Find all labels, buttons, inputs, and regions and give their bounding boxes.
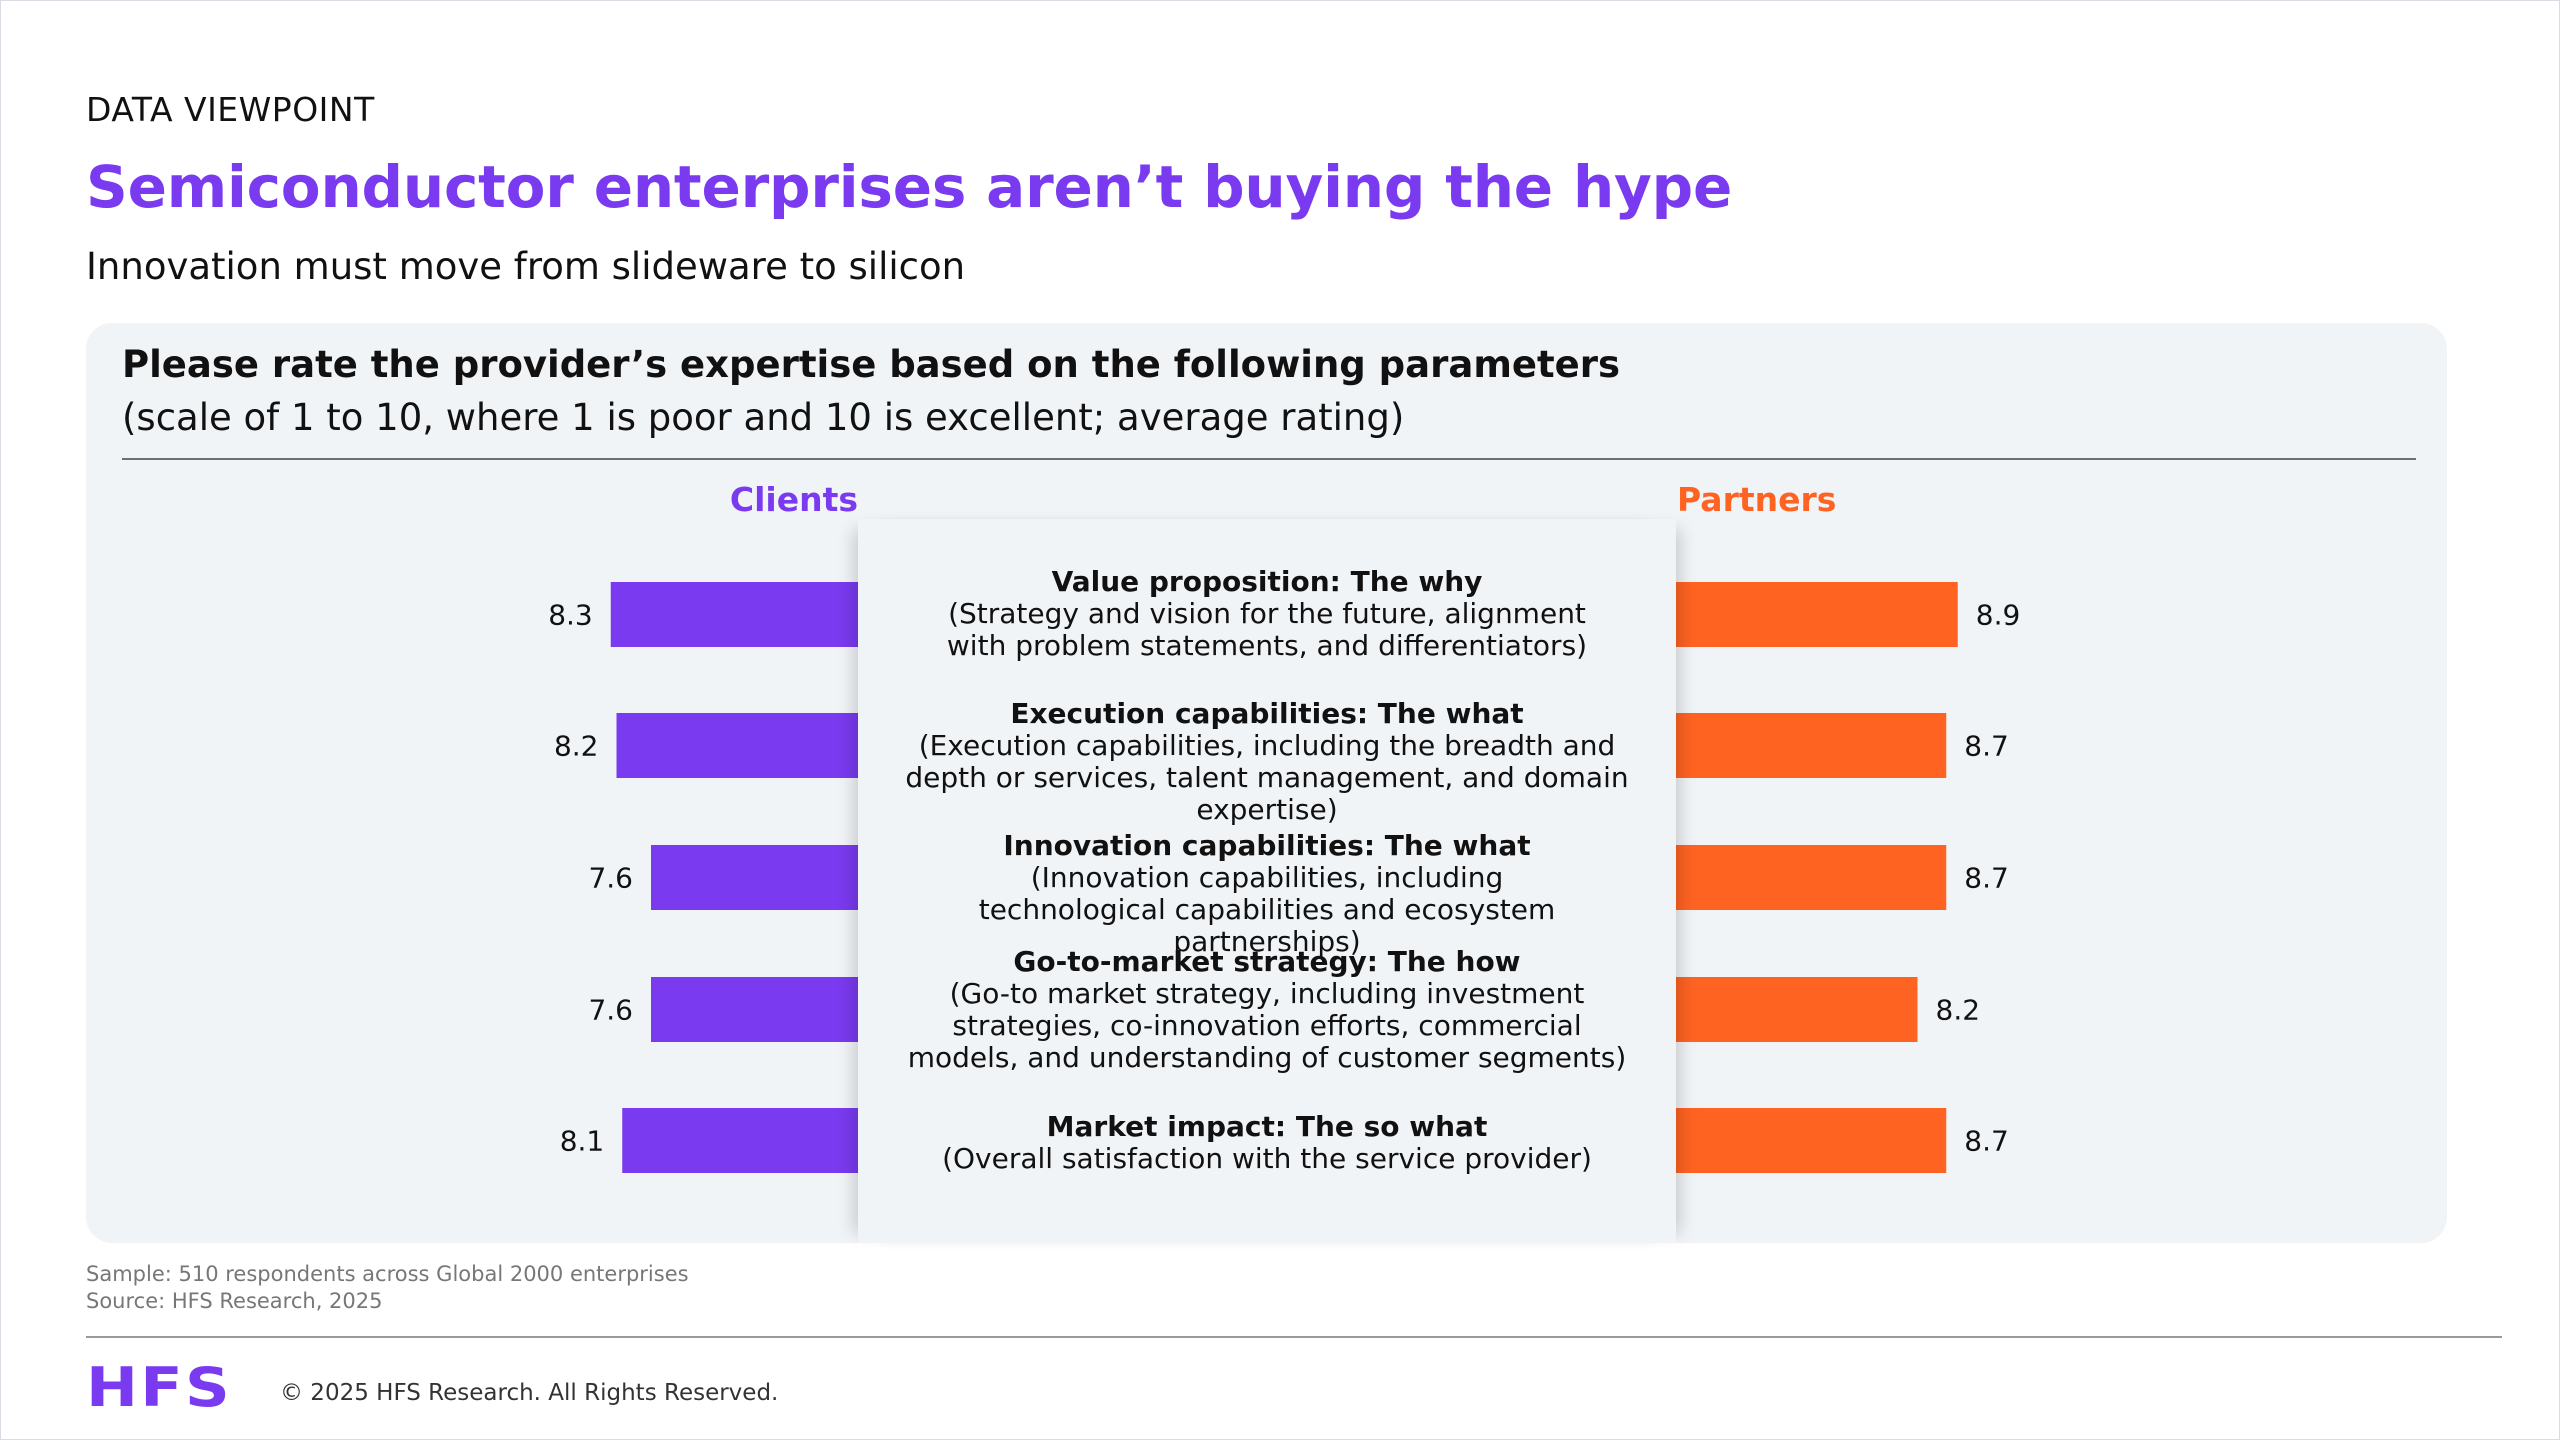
clients-bar-2 [616,713,858,778]
page-subtitle: Innovation must move from slideware to s… [86,245,966,288]
partners-bar-1 [1676,582,1958,647]
parameter-go-to-market: Go-to-market strategy: The how (Go-to ma… [858,946,1676,1074]
clients-bar-3 [651,845,858,910]
clients-bar-5 [622,1108,858,1173]
parameter-execution-capabilities: Execution capabilities: The what (Execut… [858,698,1676,826]
parameter-description: (Go-to market strategy, including invest… [907,977,1627,1074]
parameter-title: Innovation capabilities: The what [1003,829,1531,862]
clients-value-label-5: 8.1 [560,1125,605,1158]
parameter-description: (Execution capabilities, including the b… [905,729,1629,826]
eyebrow-label: DATA VIEWPOINT [86,90,375,129]
clients-value-label-3: 7.6 [588,862,633,895]
partners-value-label-2: 8.7 [1964,730,2009,763]
partners-bar-4 [1676,977,1918,1042]
clients-series-label: Clients [729,480,858,519]
partners-bar-2 [1676,713,1947,778]
hfs-logo: HFS [86,1356,233,1419]
chart-question: Please rate the provider’s expertise bas… [122,343,1621,386]
clients-bar-1 [610,582,858,647]
clients-value-label-4: 7.6 [588,994,633,1027]
parameter-description: (Innovation capabilities, including tech… [978,861,1556,958]
clients-value-label-2: 8.2 [554,730,599,763]
page-title: Semiconductor enterprises aren’t buying … [86,153,1733,221]
partners-bar-5 [1676,1108,1947,1173]
chart-scale-note: (scale of 1 to 10, where 1 is poor and 1… [122,396,1405,439]
partners-bar-3 [1676,845,1947,910]
copyright-text: © 2025 HFS Research. All Rights Reserved… [280,1380,779,1406]
parameter-title: Go-to-market strategy: The how [1013,945,1521,978]
parameter-description: (Strategy and vision for the future, ali… [946,597,1588,662]
partners-value-label-1: 8.9 [1976,599,2021,632]
parameter-market-impact: Market impact: The so what (Overall sati… [858,1111,1676,1175]
sample-note: Sample: 510 respondents across Global 20… [86,1262,689,1286]
partners-value-label-4: 8.2 [1936,994,1981,1027]
source-note: Source: HFS Research, 2025 [86,1289,383,1313]
footer-divider [86,1336,2502,1338]
partners-series-label: Partners [1677,480,1837,519]
parameter-title: Execution capabilities: The what [1010,697,1524,730]
clients-bar-4 [651,977,858,1042]
parameter-panel [858,519,1676,1243]
parameter-description: (Overall satisfaction with the service p… [942,1142,1592,1175]
parameter-innovation-capabilities: Innovation capabilities: The what (Innov… [858,830,1676,958]
chart-divider [122,458,2416,460]
parameter-title: Value proposition: The why [1051,565,1483,598]
partners-value-label-3: 8.7 [1964,862,2009,895]
partners-value-label-5: 8.7 [1964,1125,2009,1158]
parameter-value-proposition: Value proposition: The why (Strategy and… [858,566,1676,662]
clients-value-label-1: 8.3 [548,599,593,632]
parameter-title: Market impact: The so what [1046,1110,1488,1143]
